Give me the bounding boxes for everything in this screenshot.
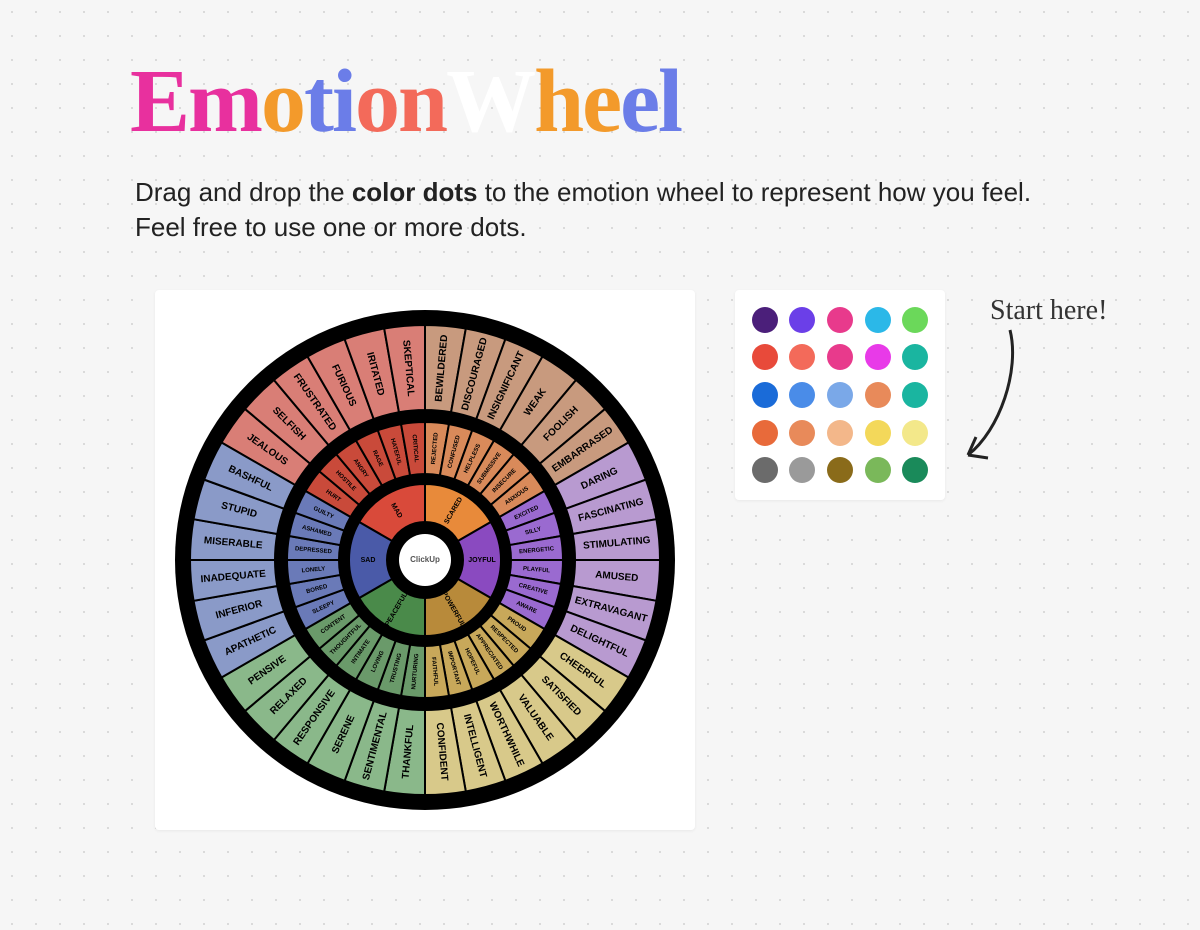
palette-dot-9[interactable] [902,344,928,370]
palette-dot-10[interactable] [752,382,778,408]
emotion-wheel[interactable]: JEALOUSSELFISHFRUSTRATEDFURIOUSIRITATEDS… [175,310,675,810]
emotion-wheel-container[interactable]: JEALOUSSELFISHFRUSTRATEDFURIOUSIRITATEDS… [155,290,695,830]
page-title: Emotion Wheel [130,50,681,153]
palette-dot-0[interactable] [752,307,778,333]
palette-dot-23[interactable] [865,457,891,483]
emotion-joyful: JOYFUL [468,557,496,564]
arrow-icon [960,320,1030,470]
palette-dot-3[interactable] [865,307,891,333]
palette-dot-6[interactable] [789,344,815,370]
center-label: ClickUp [410,555,440,564]
instructions-pre: Drag and drop the [135,177,352,207]
color-palette [735,290,945,500]
instructions-bold: color dots [352,177,478,207]
instructions: Drag and drop the color dots to the emot… [135,175,1035,245]
palette-dot-16[interactable] [789,420,815,446]
page-title-container: Emotion Wheel [130,50,681,153]
palette-dot-24[interactable] [902,457,928,483]
palette-dot-19[interactable] [902,420,928,446]
palette-dot-13[interactable] [865,382,891,408]
palette-dot-5[interactable] [752,344,778,370]
palette-dot-20[interactable] [752,457,778,483]
palette-dot-12[interactable] [827,382,853,408]
palette-dot-22[interactable] [827,457,853,483]
palette-dot-1[interactable] [789,307,815,333]
palette-dot-14[interactable] [902,382,928,408]
palette-dot-21[interactable] [789,457,815,483]
palette-dot-17[interactable] [827,420,853,446]
palette-dot-7[interactable] [827,344,853,370]
palette-dot-2[interactable] [827,307,853,333]
palette-dot-15[interactable] [752,420,778,446]
palette-dot-18[interactable] [865,420,891,446]
palette-dot-8[interactable] [865,344,891,370]
palette-dot-4[interactable] [902,307,928,333]
palette-dot-11[interactable] [789,382,815,408]
emotion-sad: SAD [361,557,376,564]
